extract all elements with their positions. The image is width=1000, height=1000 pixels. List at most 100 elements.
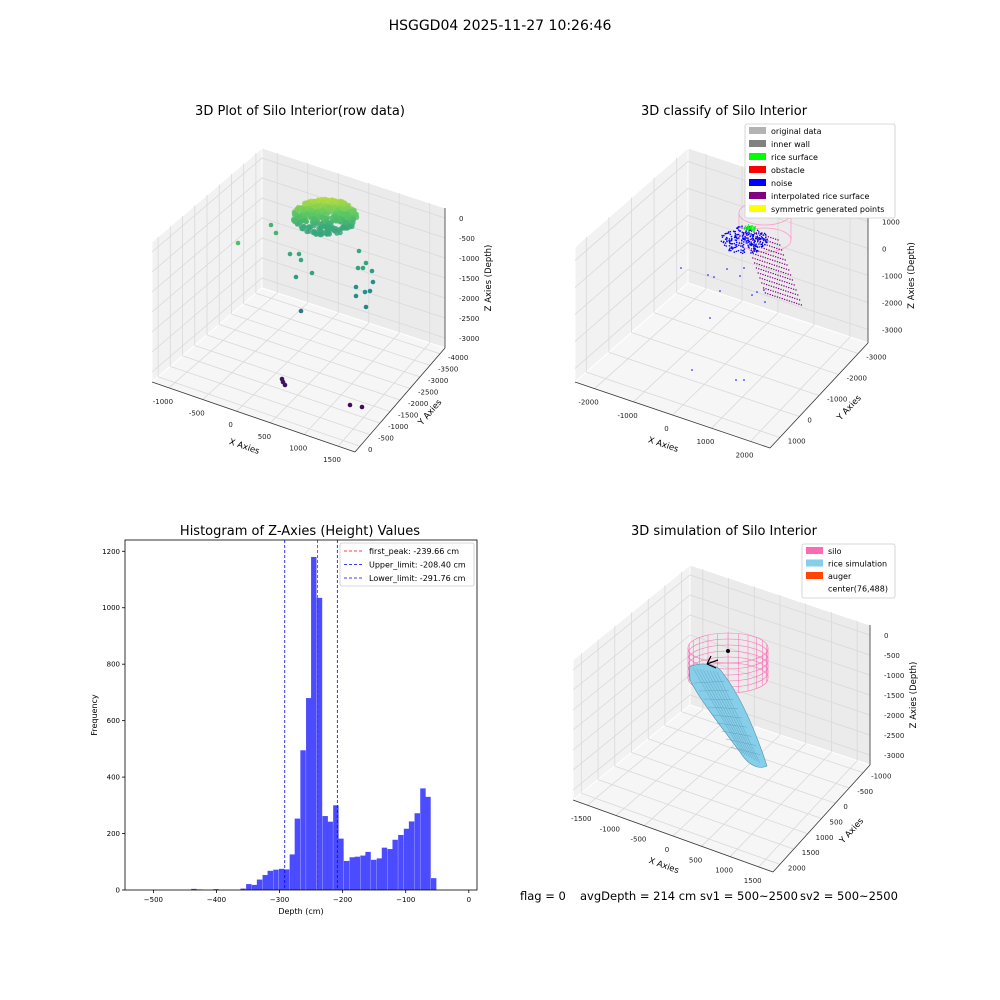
p2-noise-point [750,249,752,252]
p2-noise-point [741,231,744,234]
p1-ztick-label: -2500 [459,315,479,323]
figure-title: HSGGD04 2025-11-27 10:26:46 [388,18,612,34]
p2-interp-point [787,291,789,293]
p2-interp-point [756,258,759,261]
p2-noise-point [728,245,731,247]
p1-ytick-label: -500 [378,435,394,443]
p4-surface-mesh [713,671,758,762]
p2-noise-point [734,232,737,235]
p2-interp-point [741,227,743,229]
p2-interp-point [773,251,775,253]
p2-legend-swatch [749,205,766,212]
p4-center-marker [726,649,730,653]
p3-bar [365,851,371,890]
p2-legend-swatch [749,166,766,173]
p2-noise-point [747,244,749,247]
p2-interp-point [778,266,780,268]
p2-ztick-label: -3000 [882,327,902,335]
p2-noise-point [763,239,765,242]
p2-noise-point [758,243,760,245]
p2-interp-point [782,258,784,260]
p1-point [340,200,346,206]
p1-grid-y [157,376,361,447]
p2-noise-point [734,244,737,246]
p2-interp-point [768,280,771,282]
p4-ztick-label: -2500 [884,732,904,740]
p2-legend-label: rice surface [771,153,818,162]
p2-interp-point [765,288,767,290]
p2-noise-point [763,238,766,240]
p4-ytick-label: 1000 [816,834,834,842]
p1-zlabel: Z Axies (Depth) [484,245,494,312]
p4-surface-mesh [703,698,734,700]
p3-bar [256,879,263,890]
p3-bar [403,828,410,890]
p2-interp-point [787,273,789,275]
p3-bar [376,858,383,890]
p2-interp-point [789,278,791,280]
p2-interp-point [784,276,786,279]
p2-legend-box [744,123,896,219]
p2-noise-point [713,276,715,278]
p2-interp-point [769,241,771,243]
p1-point [347,402,353,408]
status-avg-depth: avgDepth = 214 cm [580,889,697,903]
p1-xtick-label: 500 [258,433,271,441]
p2-interp-point [761,247,763,249]
p1-grid-y [194,345,391,412]
p2-interp-point [777,239,779,241]
p2-interp-point [765,270,767,272]
p2-interp-point [774,273,777,276]
p2-noise-point [745,237,748,239]
p2-noise-point [743,379,745,381]
p4-xlabel: X Axies [647,856,680,876]
p3-frame [124,539,478,891]
p3-ytick-label: 0 [116,887,120,895]
p2-noise-point [756,235,759,238]
p2-noise-point [737,226,740,228]
p4-ytick-label: -1000 [871,773,891,781]
p2-noise-point [762,237,764,240]
p2-noise-point [730,239,733,242]
p4-y-axis-line [772,764,871,873]
p2-ztick-label: -2000 [882,300,902,308]
status-flag: flag = 0 [520,889,566,903]
p2-noise-point [735,379,737,381]
p2-interp-point [770,289,772,292]
p2-noise-point [743,251,746,253]
p2-interp-point [768,249,770,251]
p1-point [287,251,293,257]
p2-interp-point [773,246,776,249]
p2-noise-point [727,232,730,234]
plot4-simulation: -1500-1000-50005001000150020001500100050… [571,543,919,885]
p2-interp-point [782,254,785,256]
p2-interp-point [794,297,796,300]
p4-grid-y [681,711,864,774]
p2-noise-point [728,238,731,240]
p1-point [329,225,335,232]
p2-noise-point [761,243,763,246]
p2-interp-point [767,257,769,260]
p2-interp-point [773,286,775,288]
p2-interp-point [758,232,760,235]
p1-point [235,240,241,246]
p2-xtick-label: -2000 [578,399,598,407]
p1-grid-y [182,355,381,424]
p1-point [310,230,316,236]
p1-point [310,199,316,205]
p2-noise-point [730,235,733,238]
p3-bar [349,857,355,890]
p2-noise-point [756,291,758,293]
p2-interp-point [761,282,763,284]
p2-noise-point [754,237,757,240]
p2-interp-point [771,277,774,279]
p2-noise-point [761,241,764,244]
p2-noise-point [735,245,738,248]
p4-xtick-label: -500 [630,836,646,844]
p2-noise-point [728,249,730,252]
p1-point [363,304,369,310]
plot3-title: Histogram of Z-Axies (Height) Values [179,524,421,539]
p1-point [320,198,326,204]
p2-legend: original data inner wall rice surface obsta… [744,123,896,219]
p2-interp-point [775,287,777,289]
